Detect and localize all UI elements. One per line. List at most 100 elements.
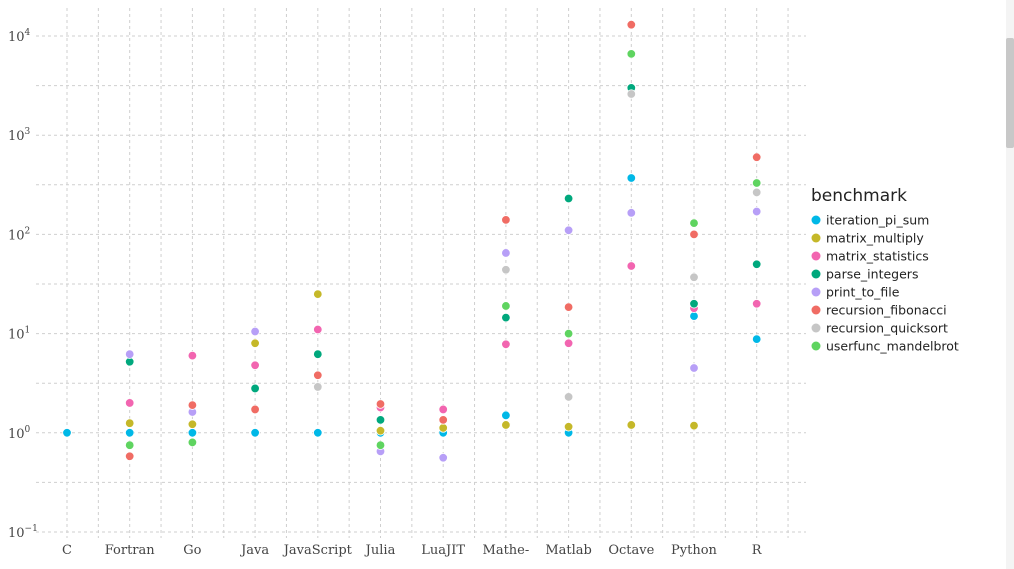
- legend-label: print_to_file: [826, 285, 900, 300]
- legend-swatch: [811, 341, 821, 351]
- data-point: [501, 339, 511, 350]
- x-tick-label: Mathe-: [483, 543, 530, 558]
- data-point: [563, 422, 574, 432]
- data-point: [626, 89, 637, 99]
- data-point: [501, 312, 511, 323]
- x-tick-label: Go: [183, 543, 201, 558]
- data-point: [250, 338, 260, 348]
- legend-swatch: [811, 269, 821, 279]
- grid-layer: [36, 8, 806, 538]
- data-point: [187, 400, 198, 410]
- data-point: [563, 338, 574, 348]
- legend-label: iteration_pi_sum: [826, 213, 929, 228]
- data-point: [187, 419, 198, 429]
- data-point: [250, 404, 260, 415]
- data-point: [438, 453, 448, 463]
- data-point: [626, 261, 637, 271]
- data-point: [689, 363, 699, 373]
- data-point: [313, 370, 323, 380]
- data-point: [375, 399, 386, 409]
- legend-label: matrix_multiply: [826, 231, 924, 246]
- data-point: [187, 428, 198, 438]
- y-tick-base: 10: [8, 427, 25, 442]
- y-tick-exponent: 2: [25, 226, 31, 236]
- x-tick-label: Julia: [364, 543, 396, 558]
- data-point: [689, 299, 699, 309]
- data-point: [375, 425, 386, 436]
- y-tick-exponent: 1: [25, 326, 31, 336]
- data-point: [689, 218, 699, 228]
- legend-swatch: [811, 251, 821, 261]
- y-tick-base: 10: [8, 30, 25, 45]
- legend-label: recursion_fibonacci: [826, 303, 947, 318]
- y-tick-base: 10: [8, 228, 25, 243]
- y-tick-label: 104: [8, 28, 31, 45]
- legend-label: userfunc_mandelbrot: [826, 339, 959, 354]
- data-point: [501, 301, 511, 311]
- data-point: [689, 272, 699, 282]
- legend-label: recursion_quicksort: [826, 321, 948, 336]
- y-tick-exponent: 0: [25, 425, 31, 435]
- data-point: [752, 187, 762, 198]
- x-tick-label: Fortran: [105, 543, 156, 558]
- x-tick-label: R: [752, 543, 763, 558]
- data-point: [250, 383, 260, 394]
- data-point: [501, 215, 511, 225]
- data-point: [752, 152, 762, 162]
- data-point: [752, 299, 762, 309]
- data-point: [689, 229, 699, 240]
- data-point: [124, 451, 135, 461]
- legend: benchmark iteration_pi_sum matrix_multipl…: [811, 186, 959, 354]
- data-point: [438, 404, 448, 415]
- scrollbar-thumb[interactable]: [1006, 38, 1014, 148]
- y-tick-base: 10: [8, 328, 25, 343]
- data-point: [438, 415, 448, 425]
- data-point: [124, 349, 135, 359]
- data-point: [187, 350, 198, 361]
- data-point: [375, 440, 386, 450]
- y-tick-label: 100: [8, 425, 31, 442]
- legend-swatch: [811, 305, 821, 315]
- data-point: [626, 208, 637, 218]
- data-point: [501, 410, 511, 421]
- data-point: [752, 206, 762, 217]
- y-tick-base: 10: [8, 129, 25, 144]
- x-tick-label: Matlab: [545, 543, 592, 558]
- y-tick-label: 101: [8, 326, 30, 343]
- data-point: [501, 265, 511, 275]
- data-point: [563, 328, 574, 339]
- data-point: [124, 428, 135, 438]
- y-tick-label: 103: [8, 127, 31, 144]
- data-point: [124, 418, 135, 428]
- data-point: [375, 415, 386, 425]
- data-point: [313, 289, 323, 299]
- x-tick-label: Python: [671, 543, 718, 558]
- data-point: [563, 392, 574, 402]
- data-point: [626, 19, 637, 30]
- data-point: [501, 420, 511, 430]
- data-point: [250, 428, 260, 438]
- y-tick-label: 10−1: [8, 524, 38, 541]
- points-layer: [62, 19, 762, 463]
- x-tick-label: JavaScript: [282, 543, 353, 558]
- y-tick-exponent: 4: [25, 28, 31, 38]
- data-point: [689, 311, 699, 321]
- data-point: [250, 360, 260, 370]
- legend-swatch: [811, 323, 821, 333]
- data-point: [313, 382, 323, 392]
- y-tick-label: 102: [8, 226, 30, 243]
- vertical-scrollbar[interactable]: [1006, 0, 1014, 569]
- y-tick-exponent: −1: [25, 524, 38, 534]
- legend-title: benchmark: [811, 186, 907, 206]
- legend-label: parse_integers: [826, 267, 918, 282]
- data-point: [626, 173, 637, 183]
- data-point: [752, 178, 762, 188]
- data-point: [313, 349, 323, 359]
- data-point: [501, 248, 511, 258]
- x-tick-label: LuaJIT: [421, 543, 465, 558]
- data-point: [563, 302, 574, 312]
- data-point: [187, 437, 198, 448]
- data-point: [313, 324, 323, 335]
